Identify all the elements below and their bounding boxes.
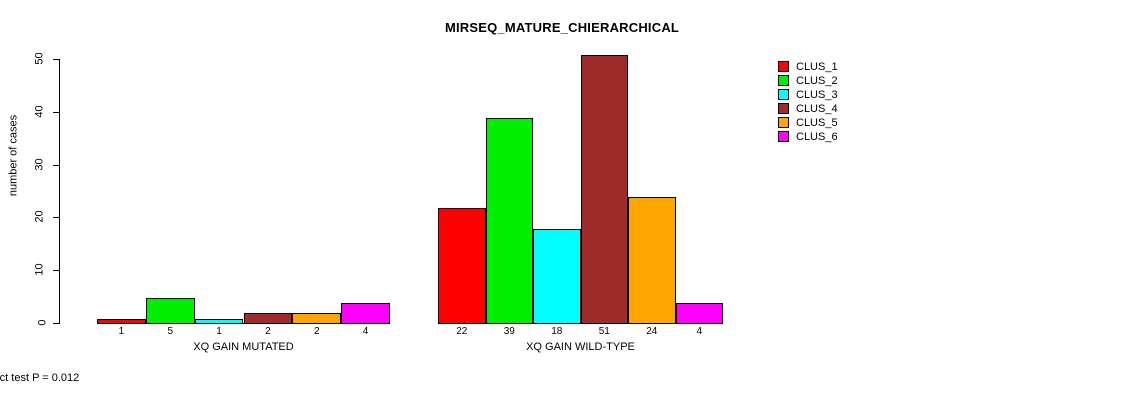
bar-value-label: 4: [696, 326, 703, 337]
bar-clus_1: [97, 318, 146, 324]
panel-title: XQ GAIN MUTATED: [193, 341, 294, 353]
statistical-annotation-text: Fisher's exact test P = 0.012: [0, 372, 80, 384]
y-axis-tick-label: 20: [0, 210, 46, 224]
bar-clus_6: [675, 302, 723, 324]
y-axis-tick: [53, 59, 59, 60]
bar-clus_3: [194, 318, 244, 324]
bar-value-label: 51: [598, 326, 610, 337]
legend-item-label: CLUS_4: [796, 103, 838, 115]
bar-clus_5: [628, 197, 676, 324]
chart-title: MIRSEQ_MATURE_CHIERARCHICAL: [0, 20, 1140, 35]
legend-item-label: CLUS_3: [796, 89, 838, 101]
chart-panel: 22 39 18 51 24 4 XQ GAIN WILD-TYPE: [438, 0, 723, 400]
bar-value-label: 2: [313, 326, 320, 337]
bar-value-label: 18: [551, 326, 563, 337]
legend-item-label: CLUS_6: [796, 131, 838, 143]
bar-value-label: 22: [456, 326, 468, 337]
chart-title-text: MIRSEQ_MATURE_CHIERARCHICAL: [444, 20, 680, 35]
bar-clus_2: [145, 297, 195, 324]
y-axis-tick-label-text: 40: [33, 105, 46, 118]
legend-item-clus_2: CLUS_2: [778, 74, 908, 88]
y-axis-tick: [53, 164, 59, 166]
y-axis-tick: [53, 111, 59, 113]
legend-color-swatch-icon: [778, 61, 789, 72]
legend-item-clus_5: CLUS_5: [778, 116, 908, 130]
statistical-annotation: Fisher's exact test P = 0.012: [0, 372, 1140, 384]
legend-color-swatch-icon: [778, 89, 789, 100]
legend-item-clus_4: CLUS_4: [778, 102, 908, 116]
bar-clus_3: [533, 228, 581, 324]
y-axis-tick-label-text: 20: [33, 210, 46, 224]
y-axis-tick-label-text: 0: [36, 319, 49, 326]
legend-color-swatch-icon: [778, 75, 789, 86]
bar-clus_2: [485, 118, 533, 324]
panel-title: XQ GAIN WILD-TYPE: [526, 341, 635, 353]
plot-area: 0 10 20 30 40 50 number of cases 1 5 1 2 2 4 XQ GAI…: [0, 0, 723, 400]
legend: CLUS_1 CLUS_2 CLUS_3 CLUS_4 CLUS_5 CLUS_6: [778, 60, 908, 144]
bar-clus_4: [580, 54, 628, 324]
y-axis-title: number of cases: [7, 114, 20, 197]
bar-value-label: 24: [646, 326, 658, 337]
y-axis-line: [59, 59, 60, 324]
bar-clus_6: [341, 302, 390, 324]
bar-clus_1: [438, 207, 486, 324]
legend-item-label: CLUS_2: [796, 75, 838, 87]
bar-value-label: 5: [167, 326, 174, 337]
y-axis-tick-label: 10: [0, 263, 46, 276]
legend-color-swatch-icon: [778, 131, 789, 142]
bar-value-label: 39: [503, 326, 515, 337]
legend-item-clus_3: CLUS_3: [778, 88, 908, 102]
bar-value-label: 2: [265, 326, 271, 337]
legend-color-swatch-icon: [778, 117, 789, 128]
legend-item-clus_6: CLUS_6: [778, 130, 908, 144]
legend-item-label: CLUS_5: [796, 117, 838, 129]
bar-value-label: 1: [118, 326, 125, 337]
legend-item-clus_1: CLUS_1: [778, 60, 908, 74]
y-axis-tick-label: 50: [0, 52, 46, 65]
y-axis-tick: [53, 217, 59, 219]
bars-group: [97, 0, 390, 324]
bar-value-label: 4: [362, 326, 369, 337]
y-axis-tick-label-text: 50: [33, 52, 46, 65]
bar-clus_4: [243, 313, 293, 324]
bars-group: [438, 0, 723, 324]
y-axis-tick-label: 0: [0, 317, 49, 328]
y-axis-tick: [53, 270, 59, 272]
legend-color-swatch-icon: [778, 103, 789, 114]
bar-value-label: 1: [216, 326, 222, 337]
chart-panel: 1 5 1 2 2 4 XQ GAIN MUTATED: [97, 0, 390, 400]
legend-item-label: CLUS_1: [796, 61, 838, 73]
bar-clus_5: [292, 313, 342, 324]
y-axis-tick-label-text: 30: [33, 157, 46, 171]
y-axis-tick: [53, 323, 59, 324]
y-axis-tick-label-text: 10: [33, 263, 46, 276]
